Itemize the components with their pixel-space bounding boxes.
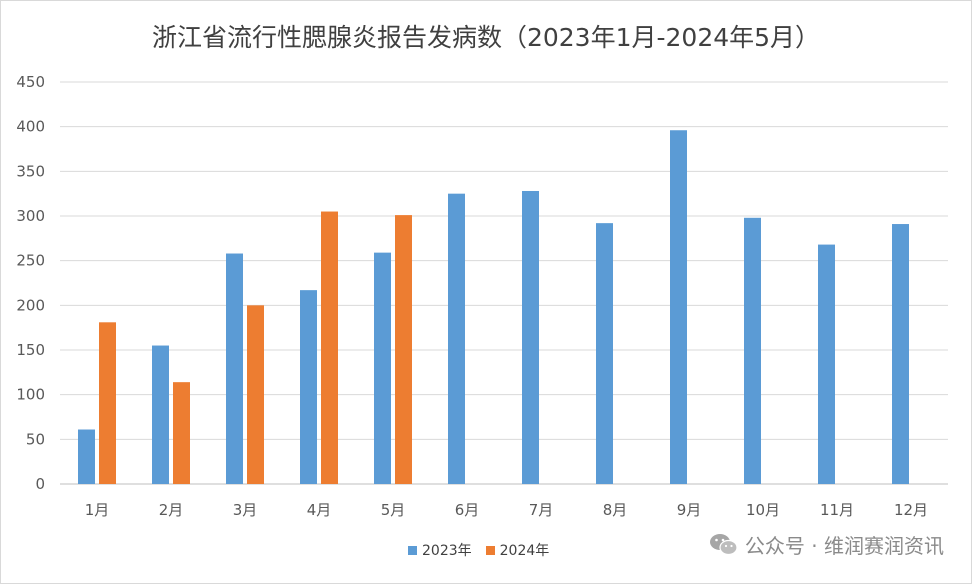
x-tick-label: 5月 [381, 501, 406, 519]
legend-swatch-2023 [408, 545, 417, 555]
y-tick-label: 100 [16, 386, 45, 404]
y-tick-label: 400 [16, 118, 45, 136]
watermark-text: 公众号 · 维润赛润资讯 [744, 534, 944, 558]
x-tick-label: 9月 [677, 501, 702, 519]
bar [247, 305, 264, 484]
bar [321, 211, 338, 485]
chart-legend: 2023年 2024年 [408, 540, 549, 560]
chart-title: 浙江省流行性腮腺炎报告发病数（2023年1月-2024年5月） [151, 23, 821, 52]
legend-label-2024: 2024年 [499, 543, 550, 559]
x-tick-label: 6月 [455, 501, 480, 519]
bar [374, 252, 391, 484]
bar [448, 193, 465, 484]
x-tick-label: 4月 [307, 501, 332, 519]
bar [596, 223, 613, 484]
x-tick-label: 12月 [894, 501, 928, 519]
x-tick-label: 1月 [85, 501, 110, 519]
y-tick-label: 250 [16, 252, 45, 270]
bar [818, 244, 835, 484]
x-tick-label: 2月 [159, 501, 184, 519]
bar [152, 345, 169, 484]
y-tick-label: 50 [26, 430, 45, 448]
bar [173, 382, 190, 484]
bar [226, 253, 243, 484]
y-tick-label: 150 [16, 341, 45, 359]
legend-item-2024: 2024年 [485, 540, 550, 560]
bar [522, 190, 539, 484]
x-tick-label: 11月 [820, 501, 854, 519]
bar [892, 224, 909, 485]
bar [78, 429, 95, 484]
y-tick-label: 450 [16, 73, 45, 91]
y-tick-label: 200 [16, 296, 45, 314]
x-tick-label: 3月 [233, 501, 258, 519]
y-tick-label: 350 [16, 162, 45, 180]
bar [99, 322, 116, 484]
y-tick-label: 0 [35, 475, 45, 493]
legend-swatch-2024 [485, 545, 495, 555]
watermark: 公众号 · 维润赛润资讯 [709, 530, 944, 559]
y-tick-label: 300 [16, 207, 45, 225]
bar [670, 130, 687, 485]
bar [395, 215, 412, 484]
x-tick-label: 10月 [746, 501, 780, 519]
x-tick-label: 7月 [529, 501, 554, 519]
legend-label-2023: 2023年 [422, 543, 472, 559]
legend-item-2023: 2023年 [408, 540, 472, 560]
wechat-icon [709, 533, 738, 555]
x-tick-label: 8月 [603, 501, 628, 519]
bar [300, 290, 317, 484]
bar [744, 217, 761, 484]
